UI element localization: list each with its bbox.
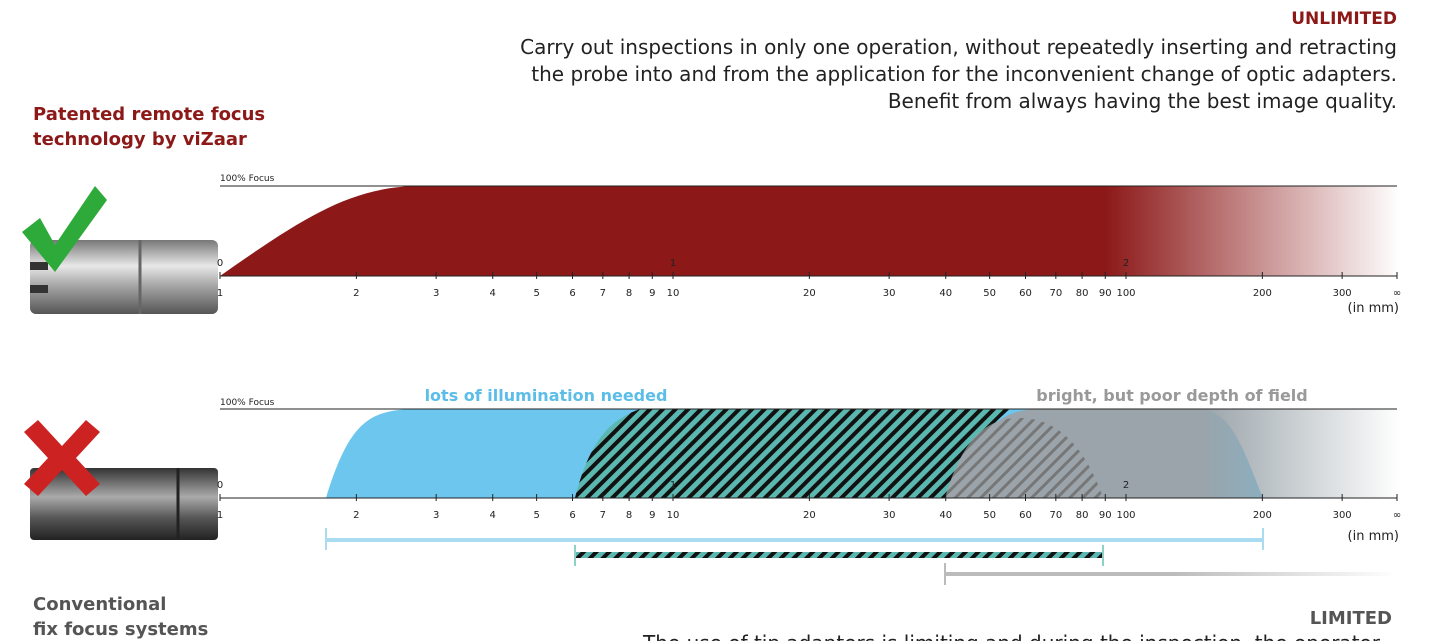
tick-label: 1 <box>217 288 223 299</box>
tick-label: 100 <box>1116 510 1135 521</box>
tick-label: 9 <box>649 288 655 299</box>
tick-label: 7 <box>600 288 606 299</box>
tick-label: 20 <box>803 510 816 521</box>
tick-label: 2 <box>353 288 359 299</box>
unit-label: (in mm) <box>1348 529 1399 544</box>
tick-label: 30 <box>883 510 896 521</box>
tick-label: 3 <box>433 510 439 521</box>
tick-label: 60 <box>1019 510 1032 521</box>
tick-label: 5 <box>533 288 539 299</box>
tick-label: 60 <box>1019 288 1032 299</box>
tick-label: 70 <box>1049 510 1062 521</box>
tick-label: 8 <box>626 510 632 521</box>
infographic: UNLIMITED Carry out inspections in only … <box>0 0 1436 641</box>
decade-label: 0 <box>217 258 223 269</box>
bottom-label: Conventional <box>33 594 166 615</box>
tick-label: 200 <box>1253 510 1272 521</box>
probe-slot <box>30 285 48 293</box>
overlap-range <box>575 552 1103 558</box>
tick-label: 70 <box>1049 288 1062 299</box>
decade-label: 2 <box>1123 480 1129 491</box>
page: UNLIMITED Carry out inspections in only … <box>0 0 1436 641</box>
decade-label: 2 <box>1123 258 1129 269</box>
probe-image <box>30 468 218 540</box>
top-label: technology by viZaar <box>33 129 247 150</box>
tick-label: 3 <box>433 288 439 299</box>
depth-range <box>945 572 1397 576</box>
tick-label: 30 <box>883 288 896 299</box>
header-line: the probe into and from the application … <box>531 62 1397 86</box>
tick-label: 10 <box>667 288 680 299</box>
tick-label: 90 <box>1099 288 1112 299</box>
tick-label: 200 <box>1253 288 1272 299</box>
illumination-label: lots of illumination needed <box>425 386 668 405</box>
tick-label: 100 <box>1116 288 1135 299</box>
tick-label: 40 <box>939 288 952 299</box>
tick-label: 10 <box>667 510 680 521</box>
probe-slot <box>30 262 48 270</box>
tick-label: ∞ <box>1393 510 1401 521</box>
tick-label: 1 <box>217 510 223 521</box>
tick-label: 300 <box>1333 288 1352 299</box>
depth-label: bright, but poor depth of field <box>1036 386 1307 405</box>
tick-label: 80 <box>1076 288 1089 299</box>
footer-title: LIMITED <box>1310 608 1392 629</box>
bottom-label: fix focus systems <box>33 619 208 640</box>
overlap-area <box>575 409 1010 498</box>
focus-area <box>220 186 1400 276</box>
header-line: Benefit from always having the best imag… <box>888 89 1397 113</box>
decade-label: 1 <box>670 480 676 491</box>
tick-label: 5 <box>533 510 539 521</box>
decade-label: 1 <box>670 258 676 269</box>
tick-label: 6 <box>569 510 575 521</box>
focus-label: 100% Focus <box>220 174 275 184</box>
tick-label: 8 <box>626 288 632 299</box>
tick-label: 6 <box>569 288 575 299</box>
header-title: UNLIMITED <box>1291 9 1397 29</box>
footer-text: The use of tip adapters is limiting and … <box>642 631 1381 641</box>
tick-label: 4 <box>490 510 496 521</box>
tick-label: 50 <box>983 510 996 521</box>
tick-label: 4 <box>490 288 496 299</box>
decade-label: 0 <box>217 480 223 491</box>
tick-label: 90 <box>1099 510 1112 521</box>
top-label: Patented remote focus <box>33 104 265 125</box>
tick-label: 7 <box>600 510 606 521</box>
tick-label: 2 <box>353 510 359 521</box>
tick-label: 300 <box>1333 510 1352 521</box>
tick-label: 40 <box>939 510 952 521</box>
unit-label: (in mm) <box>1348 301 1399 316</box>
focus-label: 100% Focus <box>220 398 275 408</box>
tick-label: 20 <box>803 288 816 299</box>
tick-label: ∞ <box>1393 288 1401 299</box>
tick-label: 80 <box>1076 510 1089 521</box>
tick-label: 9 <box>649 510 655 521</box>
header-line: Carry out inspections in only one operat… <box>520 35 1397 59</box>
tick-label: 50 <box>983 288 996 299</box>
